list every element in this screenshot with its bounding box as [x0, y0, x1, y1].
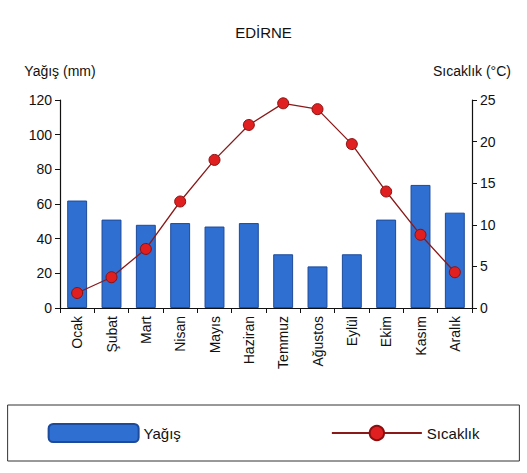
svg-text:Ağustos: Ağustos [310, 316, 326, 367]
svg-text:Mayıs: Mayıs [207, 316, 223, 353]
svg-text:20: 20 [36, 265, 52, 281]
svg-text:Yağış (mm): Yağış (mm) [24, 63, 95, 79]
svg-text:Aralık: Aralık [447, 315, 463, 352]
svg-text:0: 0 [44, 300, 52, 316]
svg-text:20: 20 [480, 134, 496, 150]
svg-text:Mart: Mart [138, 316, 154, 344]
svg-text:80: 80 [36, 161, 52, 177]
svg-text:60: 60 [36, 196, 52, 212]
svg-text:5: 5 [480, 258, 488, 274]
svg-text:Kasım: Kasım [413, 316, 429, 356]
svg-text:0: 0 [480, 300, 488, 316]
svg-text:100: 100 [29, 127, 53, 143]
svg-text:Eylül: Eylül [344, 316, 360, 346]
svg-text:Sıcaklık (°C): Sıcaklık (°C) [433, 63, 511, 79]
svg-text:Ekim: Ekim [378, 316, 394, 347]
svg-text:25: 25 [480, 92, 496, 108]
svg-text:Ocak: Ocak [69, 315, 85, 349]
svg-text:Şubat: Şubat [104, 316, 120, 353]
svg-text:Haziran: Haziran [241, 316, 257, 364]
svg-text:10: 10 [480, 217, 496, 233]
svg-text:15: 15 [480, 175, 496, 191]
svg-text:EDİRNE: EDİRNE [235, 24, 292, 41]
svg-text:Yağış: Yağış [144, 425, 181, 442]
svg-text:40: 40 [36, 231, 52, 247]
svg-text:Sıcaklık: Sıcaklık [427, 425, 480, 442]
svg-text:120: 120 [29, 92, 53, 108]
svg-text:Nisan: Nisan [172, 316, 188, 352]
svg-text:Temmuz: Temmuz [275, 316, 291, 369]
